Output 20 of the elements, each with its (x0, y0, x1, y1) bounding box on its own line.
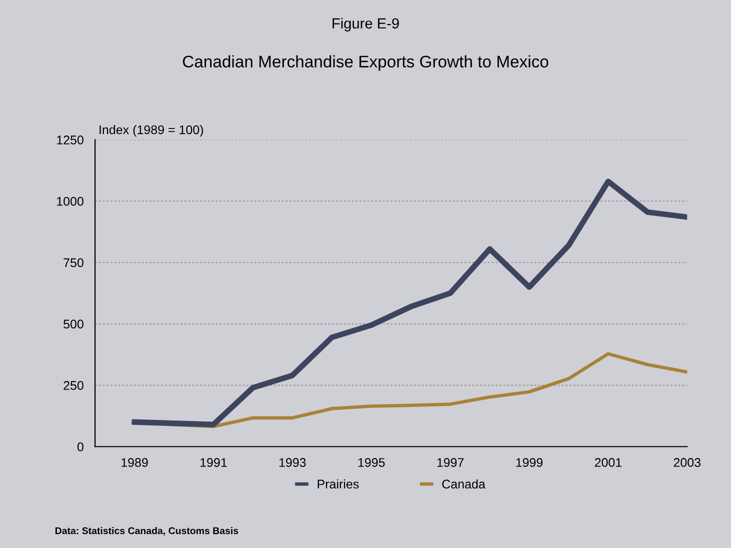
x-tick-label: 1999 (516, 458, 543, 467)
chart-title: Figure E-9 (332, 18, 399, 32)
legend-label: Prairies (318, 479, 359, 489)
x-tick-label: 1991 (200, 458, 227, 467)
y-tick-label: 500 (64, 320, 84, 329)
x-tick-label: 1993 (279, 458, 306, 467)
y-axis-title: Index (1989 = 100) (100, 125, 204, 137)
x-tick-label: 2003 (674, 458, 700, 467)
x-tick-label: 1989 (122, 458, 148, 467)
y-tick-label: 250 (64, 381, 84, 390)
x-tick-label: 1995 (358, 458, 385, 467)
y-tick-label: 750 (64, 258, 84, 268)
y-tick-label: 1250 (57, 136, 84, 144)
y-tick-label: 0 (77, 442, 84, 452)
y-tick-label: 1000 (57, 196, 84, 206)
legend-label: Canada (442, 479, 486, 489)
text: Data: Statistics Canada, Customs Basis (55, 527, 238, 536)
x-tick-label: 2001 (594, 458, 622, 467)
x-tick-label: 1997 (437, 458, 464, 467)
chart-subtitle: Canadian Merchandise Exports Growth to Mexico (182, 55, 548, 71)
